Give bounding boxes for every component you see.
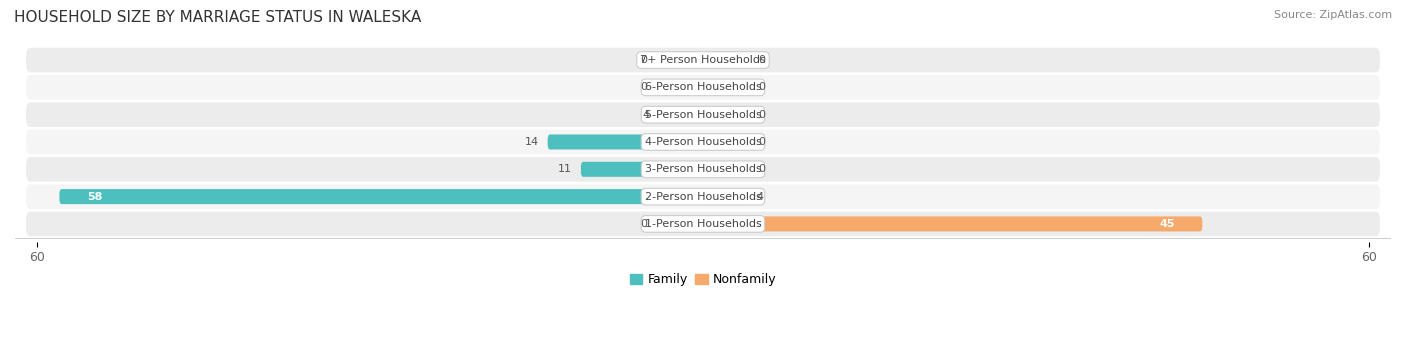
FancyBboxPatch shape: [703, 162, 754, 177]
Text: 0: 0: [758, 110, 765, 120]
FancyBboxPatch shape: [703, 53, 754, 68]
Text: 45: 45: [1159, 219, 1174, 229]
FancyBboxPatch shape: [27, 184, 1379, 209]
FancyBboxPatch shape: [581, 162, 703, 177]
FancyBboxPatch shape: [27, 102, 1379, 127]
Text: 3-Person Households: 3-Person Households: [644, 164, 762, 174]
FancyBboxPatch shape: [658, 107, 703, 122]
Text: 4: 4: [756, 192, 763, 202]
Legend: Family, Nonfamily: Family, Nonfamily: [624, 268, 782, 291]
FancyBboxPatch shape: [59, 189, 703, 204]
Text: 6-Person Households: 6-Person Households: [644, 82, 762, 92]
Text: 4-Person Households: 4-Person Households: [644, 137, 762, 147]
Text: 0: 0: [758, 137, 765, 147]
FancyBboxPatch shape: [703, 134, 754, 149]
Text: 0: 0: [641, 82, 648, 92]
Text: 4: 4: [643, 110, 650, 120]
FancyBboxPatch shape: [652, 80, 703, 95]
Text: 1-Person Households: 1-Person Households: [644, 219, 762, 229]
Text: 0: 0: [758, 55, 765, 65]
Text: 0: 0: [758, 82, 765, 92]
FancyBboxPatch shape: [27, 75, 1379, 100]
FancyBboxPatch shape: [27, 48, 1379, 72]
Text: 14: 14: [524, 137, 538, 147]
FancyBboxPatch shape: [652, 53, 703, 68]
Text: 11: 11: [558, 164, 572, 174]
Text: HOUSEHOLD SIZE BY MARRIAGE STATUS IN WALESKA: HOUSEHOLD SIZE BY MARRIAGE STATUS IN WAL…: [14, 10, 422, 25]
FancyBboxPatch shape: [27, 212, 1379, 236]
Text: 7+ Person Households: 7+ Person Households: [640, 55, 766, 65]
FancyBboxPatch shape: [703, 217, 1202, 232]
FancyBboxPatch shape: [703, 189, 748, 204]
Text: 5-Person Households: 5-Person Households: [644, 110, 762, 120]
FancyBboxPatch shape: [703, 107, 754, 122]
Text: 0: 0: [641, 55, 648, 65]
FancyBboxPatch shape: [652, 217, 703, 232]
Text: 0: 0: [758, 164, 765, 174]
Text: 0: 0: [641, 219, 648, 229]
Text: Source: ZipAtlas.com: Source: ZipAtlas.com: [1274, 10, 1392, 20]
Text: 58: 58: [87, 192, 103, 202]
FancyBboxPatch shape: [703, 80, 754, 95]
Text: 2-Person Households: 2-Person Households: [644, 192, 762, 202]
FancyBboxPatch shape: [27, 130, 1379, 154]
FancyBboxPatch shape: [27, 157, 1379, 182]
FancyBboxPatch shape: [548, 134, 703, 149]
